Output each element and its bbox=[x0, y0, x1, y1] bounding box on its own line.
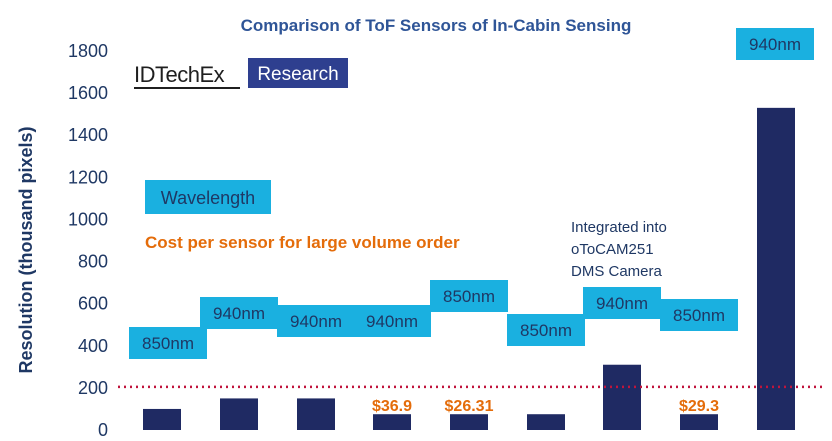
chart-title: Comparison of ToF Sensors of In-Cabin Se… bbox=[241, 16, 632, 35]
logo-research-text: Research bbox=[257, 64, 338, 85]
legend: Wavelength Cost per sensor for large vol… bbox=[145, 180, 460, 252]
y-tick-label: 400 bbox=[78, 336, 108, 356]
bar bbox=[297, 398, 335, 430]
bar bbox=[450, 414, 488, 430]
wavelength-label: 940nm bbox=[290, 312, 342, 331]
y-tick-label: 1800 bbox=[68, 41, 108, 61]
y-tick-label: 200 bbox=[78, 378, 108, 398]
annotation-line-2: oToCAM251 bbox=[571, 241, 654, 258]
y-tick-label: 1400 bbox=[68, 125, 108, 145]
bar bbox=[757, 107, 795, 430]
idtechex-logo: IDTechEx Research bbox=[134, 58, 348, 89]
y-axis-label: Resolution (thousand pixels) bbox=[16, 126, 36, 373]
annotation-line-1: Integrated into bbox=[571, 219, 667, 236]
y-axis-ticks: 0 200 400 600 800 1000 1200 1400 1600 1800 bbox=[68, 41, 108, 440]
wavelength-box bbox=[277, 305, 355, 337]
bar bbox=[603, 364, 641, 430]
integration-annotation: Integrated into oToCAM251 DMS Camera bbox=[571, 219, 667, 280]
wavelength-box bbox=[583, 287, 661, 319]
logo-idtechex-text: IDTechEx bbox=[134, 62, 225, 87]
cost-label: $29.3 bbox=[679, 398, 719, 415]
wavelength-box bbox=[736, 28, 814, 60]
annotation-line-3: DMS Camera bbox=[571, 263, 663, 280]
cost-label: $36.9 bbox=[372, 398, 412, 415]
y-tick-label: 1000 bbox=[68, 209, 108, 229]
wavelength-box bbox=[660, 299, 738, 331]
y-tick-label: 0 bbox=[98, 420, 108, 440]
wavelength-label: 850nm bbox=[673, 306, 725, 325]
wavelength-label: 850nm bbox=[142, 334, 194, 353]
wavelength-label: 940nm bbox=[213, 304, 265, 323]
wavelength-box bbox=[353, 305, 431, 337]
bar bbox=[220, 398, 258, 430]
wavelength-labels: 850nm 940nm 940nm 940nm 850nm 850nm 940nm 850nm… bbox=[129, 28, 814, 359]
bar bbox=[143, 408, 181, 430]
y-tick-label: 1200 bbox=[68, 167, 108, 187]
cost-labels: $36.9 $26.31 $29.3 bbox=[372, 398, 719, 415]
y-tick-label: 1600 bbox=[68, 83, 108, 103]
bars bbox=[143, 107, 795, 430]
bar bbox=[373, 414, 411, 430]
wavelength-label: 940nm bbox=[366, 312, 418, 331]
wavelength-box bbox=[200, 297, 278, 329]
y-tick-label: 600 bbox=[78, 294, 108, 314]
wavelength-label: 940nm bbox=[596, 294, 648, 313]
logo-research-box bbox=[248, 58, 348, 88]
wavelength-label: 940nm bbox=[749, 35, 801, 54]
legend-wavelength-box bbox=[145, 180, 271, 214]
wavelength-box bbox=[430, 280, 508, 312]
legend-wavelength-label: Wavelength bbox=[161, 188, 255, 208]
wavelength-label: 850nm bbox=[520, 321, 572, 340]
bar bbox=[527, 414, 565, 430]
y-tick-label: 800 bbox=[78, 252, 108, 272]
legend-cost-label: Cost per sensor for large volume order bbox=[145, 233, 460, 252]
wavelength-box bbox=[507, 314, 585, 346]
cost-label: $26.31 bbox=[445, 398, 494, 415]
wavelength-box bbox=[129, 327, 207, 359]
bar bbox=[680, 414, 718, 430]
wavelength-label: 850nm bbox=[443, 287, 495, 306]
